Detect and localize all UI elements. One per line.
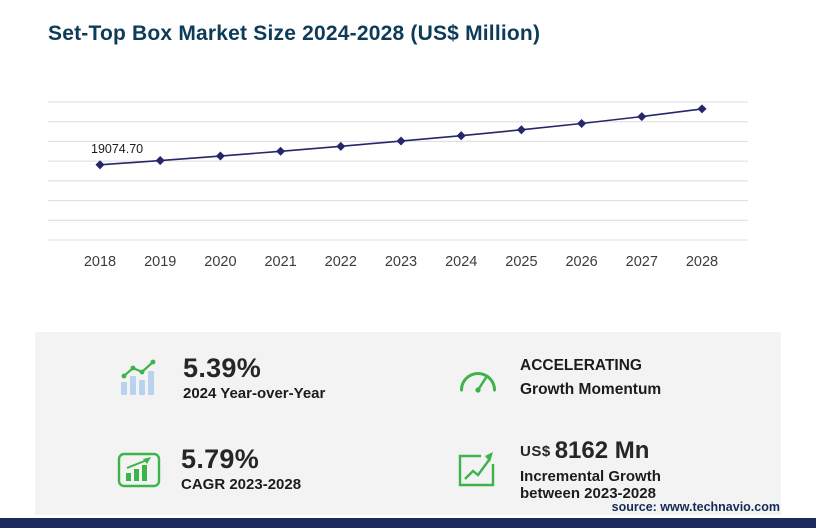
svg-text:19074.70: 19074.70 — [91, 142, 143, 156]
incremental-number: 8162 Mn — [554, 436, 650, 464]
svg-text:2018: 2018 — [84, 254, 116, 270]
incremental-value: US$ 8162 Mn — [520, 437, 661, 465]
svg-text:2023: 2023 — [385, 254, 417, 270]
incremental-label-2: between 2023-2028 — [520, 484, 656, 502]
stat-cagr: 5.79% CAGR 2023-2028 — [35, 424, 408, 516]
svg-text:2026: 2026 — [565, 254, 597, 270]
cagr-text: 5.79% CAGR 2023-2028 — [181, 444, 302, 494]
speedometer-icon — [456, 360, 500, 396]
footer-bar — [0, 518, 816, 528]
svg-text:2025: 2025 — [505, 254, 537, 270]
cagr-value: 5.79% — [181, 444, 260, 475]
svg-text:2024: 2024 — [445, 254, 477, 270]
yoy-value: 5.39% — [183, 352, 262, 383]
page-title: Set-Top Box Market Size 2024-2028 (US$ M… — [48, 22, 541, 45]
market-size-line-chart: 19074.70 2018 2019 2020 2021 2022 2023 2024 2025… — [48, 88, 748, 278]
svg-text:2021: 2021 — [264, 254, 296, 270]
svg-text:2020: 2020 — [204, 254, 236, 270]
momentum-line-2: Growth Momentum — [520, 380, 662, 398]
yoy-text: 5.39% 2024 Year-over-Year — [183, 352, 326, 402]
incremental-text: US$ 8162 Mn Incremental Growth between 20… — [520, 437, 661, 502]
stats-panel: 5.39% 2024 Year-over-Year ACCELERATING G… — [35, 332, 781, 515]
yoy-label: 2024 Year-over-Year — [183, 384, 326, 402]
bar-chart-growth-icon — [117, 357, 163, 399]
svg-text:2027: 2027 — [626, 254, 658, 270]
source-attribution: source: www.technavio.com — [611, 500, 780, 514]
boxed-bar-chart-icon — [117, 448, 161, 490]
cagr-label: CAGR 2023-2028 — [181, 476, 302, 494]
momentum-line-1: ACCELERATING — [520, 356, 642, 374]
momentum-text: ACCELERATING Growth Momentum — [520, 354, 661, 402]
incremental-currency: US$ — [520, 442, 551, 460]
svg-text:2022: 2022 — [325, 254, 357, 270]
stat-incremental: US$ 8162 Mn Incremental Growth between 20… — [408, 424, 781, 516]
svg-text:2028: 2028 — [686, 254, 718, 270]
stat-momentum: ACCELERATING Growth Momentum — [408, 332, 781, 424]
stat-yoy: 5.39% 2024 Year-over-Year — [35, 332, 408, 424]
svg-text:2019: 2019 — [144, 254, 176, 270]
growth-arrow-box-icon — [456, 448, 500, 490]
incremental-label-1: Incremental Growth — [520, 467, 661, 485]
